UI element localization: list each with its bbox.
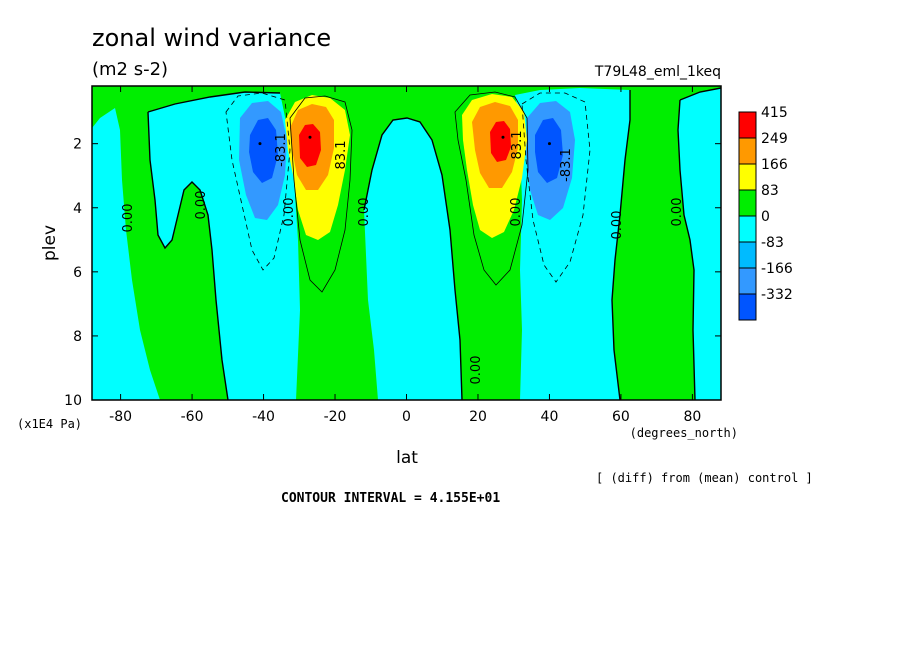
y-tick-label: 10 [64,393,82,409]
zero-contour-north [611,87,721,400]
legend-swatch [738,215,757,243]
negative-region-far-south [92,108,160,400]
negative-region-equator [364,118,462,400]
legend-swatch [738,137,757,165]
x-tick-label: 60 [612,409,630,425]
contour-interval: CONTOUR INTERVAL = 4.155E+01 [281,491,500,506]
north-jet-red [490,121,511,162]
legend-swatch [738,163,757,191]
y-tick-label: 6 [73,265,82,281]
y-tick-label: 2 [73,137,82,153]
legend-swatch [738,189,757,217]
south-jet-red [299,124,321,167]
contour-label: 0.00 [282,198,297,227]
feature-layer [258,135,551,146]
north-negative-core-inner [535,118,563,183]
x-tick-label: 40 [541,409,559,425]
y-tick-label: 4 [73,201,82,217]
x-axis-label: lat [396,448,418,468]
contour-label: 0.00 [509,198,524,227]
minimum-marker [547,142,551,146]
legend-label: -83 [761,235,784,251]
legend-swatch [738,293,757,321]
legend-label: -332 [761,287,793,303]
contour-label: -83.1 [274,133,289,167]
y-axis: 2 4 6 8 10 [64,137,721,409]
legend-label: -166 [761,261,793,277]
legend-label: 249 [761,131,788,147]
x-tick-label: 0 [402,409,411,425]
contour-line-south-positive [289,95,353,293]
legend-label: 166 [761,157,788,173]
x-tick-label: -60 [181,409,204,425]
legend-label: 0 [761,209,770,225]
contour-label: 0.00 [610,211,625,240]
y-axis-units: (x1E4 Pa) [17,417,82,431]
contour-line-north-positive [454,91,529,286]
x-tick-label: -20 [324,409,347,425]
chart-title: zonal wind variance [92,24,331,52]
y-tick-label: 8 [73,329,82,345]
chart-units: (m2 s-2) [92,59,168,80]
contour-label: 0.00 [357,198,372,227]
contour-label: 0.00 [469,356,484,385]
contour-label-layer: 0.00 0.00 0.00 0.00 0.00 0.00 0.00 0.00 … [121,131,685,385]
contour-label: 0.00 [670,198,685,227]
x-axis: -80 -60 -40 -20 0 20 40 60 80 [109,86,701,425]
contour-label: -83.1 [559,148,574,182]
zero-contour-equator [363,117,463,400]
contour-label: 0.00 [194,191,209,220]
legend-label: 415 [761,105,788,121]
x-axis-units: (degrees_north) [630,426,738,440]
x-tick-label: -80 [109,409,132,425]
x-tick-label: 80 [683,409,701,425]
contour-label: 83.1 [334,141,349,170]
legend-swatch [738,267,757,295]
legend-swatch [738,111,757,139]
south-negative-core-inner [249,118,278,183]
legend-label: 83 [761,183,779,199]
color-legend: 415 249 166 83 0 -83 -166 -332 [738,105,793,321]
plot-area [92,86,721,400]
contour-label: 83.1 [510,131,525,160]
contour-label: 0.00 [121,204,136,233]
dashed-contour-south [225,92,291,271]
diff-footnote: [ (diff) from (mean) control ] [596,471,813,485]
run-label: T79L48_eml_1keq [594,64,721,80]
negative-region-far-north [678,88,721,400]
maximum-marker [501,135,505,139]
legend-swatch [738,241,757,269]
x-tick-label: -40 [252,409,275,425]
minimum-marker [258,142,262,146]
y-axis-label: plev [40,225,60,261]
x-tick-label: 20 [469,409,487,425]
maximum-marker [308,135,312,139]
zero-contour-south [147,91,281,400]
